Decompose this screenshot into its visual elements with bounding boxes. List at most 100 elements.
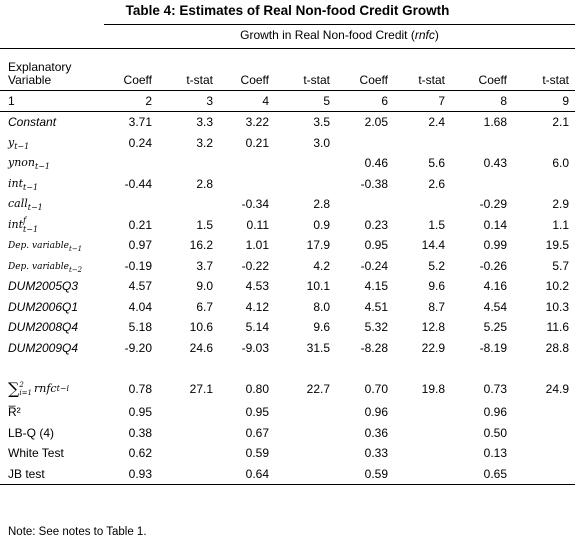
variable-label: ynont−1 — [0, 153, 104, 174]
table-cell: 0.95 — [245, 405, 269, 420]
spacer-cell — [451, 358, 513, 375]
variable-subscript: t−1 — [69, 245, 83, 254]
table-cell — [158, 402, 219, 423]
table-cell: -0.29 — [479, 197, 507, 212]
table-row: Constant 3.71 3.3 3.22 3.5 2.05 2.4 1.68 2.1 — [0, 112, 575, 133]
table-cell: 31.5 — [306, 340, 330, 355]
table-cell — [513, 423, 575, 444]
table-cell: 4.51 — [364, 299, 388, 314]
table-cell — [275, 153, 336, 174]
table-cell — [336, 133, 394, 154]
stat-label: JB test — [0, 463, 104, 485]
table-cell: 2.1 — [552, 115, 569, 130]
dependent-close: ) — [434, 28, 439, 42]
table-cell: -0.38 — [360, 176, 388, 191]
column-index: 2 — [104, 90, 158, 112]
sum-subscript: t−i — [56, 384, 70, 393]
column-index: 9 — [513, 90, 575, 112]
dependent-abbr: rnfc — [414, 28, 435, 42]
table-cell: 10.6 — [189, 320, 213, 335]
table-cell — [513, 443, 575, 464]
table-cell: 22.7 — [306, 381, 330, 396]
table-cell: 2.8 — [196, 176, 213, 191]
stat-row: R̅² 0.95 0.95 0.96 0.96 — [0, 402, 575, 423]
table-cell: 0.23 — [364, 217, 388, 232]
explanatory-variable-header: Explanatory Variable — [0, 48, 104, 91]
variable-subscript: t−1 — [23, 182, 39, 192]
table-cell: 27.1 — [189, 381, 213, 396]
variable-label: Dep. variablet−2 — [0, 256, 104, 277]
table-cell: 0.36 — [364, 425, 388, 440]
dependent-header-text: Growth in Real Non-food Credit ( — [240, 28, 415, 42]
table-cell: 2.05 — [364, 115, 388, 130]
variable-label: Constant — [0, 112, 104, 133]
table-cell: 0.73 — [483, 381, 507, 396]
table-row: DUM2008Q4 5.18 10.6 5.14 9.6 5.32 12.8 5.25 11.6 — [0, 317, 575, 338]
table-cell: 0.64 — [219, 463, 275, 485]
table-cell — [104, 194, 158, 215]
column-index: 8 — [451, 90, 513, 112]
table-cell: -0.26 — [479, 258, 507, 273]
spacer-cell — [513, 358, 575, 375]
table-cell: -0.34 — [241, 197, 269, 212]
variable-base: call — [8, 197, 28, 211]
table-cell: 5.18 — [128, 320, 152, 335]
table-cell: 5.25 — [483, 320, 507, 335]
table-cell: -0.19 — [124, 258, 152, 273]
table-cell: 0.70 — [364, 381, 388, 396]
column-header: Coeff — [451, 48, 513, 91]
table-cell: 8.7 — [428, 299, 445, 314]
stat-row: JB test 0.93 0.64 0.59 0.65 — [0, 463, 575, 485]
table-cell: 0.43 — [483, 156, 507, 171]
variable-name: int f t−1 — [8, 216, 39, 234]
sigma-symbol: ∑ — [8, 379, 20, 398]
table-cell — [451, 133, 513, 154]
table-note: Note: See notes to Table 1. — [8, 526, 147, 538]
table-row: callt−1 -0.34 2.8 -0.29 2.9 — [0, 194, 575, 215]
table-cell — [513, 402, 575, 423]
variable-subscript: t−1 — [23, 224, 39, 234]
table-cell: 17.9 — [306, 238, 330, 253]
table-cell: -9.20 — [124, 340, 152, 355]
spacer-cell — [219, 358, 275, 375]
column-index: 4 — [219, 90, 275, 112]
table-row: intt−1 -0.44 2.8 -0.38 2.6 — [0, 174, 575, 195]
table-cell: 1.1 — [552, 217, 569, 232]
table-cell: 16.2 — [189, 238, 213, 253]
table-cell: -8.28 — [360, 340, 388, 355]
stat-row: LB-Q (4) 0.38 0.67 0.36 0.50 — [0, 423, 575, 444]
table-cell — [275, 423, 336, 444]
variable-label: callt−1 — [0, 194, 104, 215]
variable-label: int f t−1 — [0, 215, 104, 236]
column-header: Coeff — [219, 48, 275, 91]
table-cell: 24.9 — [545, 381, 569, 396]
table-cell: 0.38 — [128, 425, 152, 440]
table-cell — [451, 174, 513, 195]
table-cell: 5.32 — [364, 320, 388, 335]
spacer-row — [0, 358, 575, 375]
stat-label: R̅² — [8, 405, 21, 420]
sum-lower-limit: i=1 — [19, 388, 32, 397]
table-cell — [394, 423, 451, 444]
table-cell — [104, 153, 158, 174]
table-cell: 2.4 — [428, 115, 445, 130]
stat-row: White Test 0.62 0.59 0.33 0.13 — [0, 443, 575, 464]
column-header: t-stat — [513, 48, 575, 91]
variable-label: Dep. variablet−1 — [0, 235, 104, 256]
table-cell: 0.80 — [245, 381, 269, 396]
table-cell: 0.96 — [364, 405, 388, 420]
table-cell: -0.22 — [241, 258, 269, 273]
table-cell: 9.6 — [428, 279, 445, 294]
table-cell: 0.96 — [483, 405, 507, 420]
table-row: ynont−1 0.46 5.6 0.43 6.0 — [0, 153, 575, 174]
table-cell: 0.59 — [245, 446, 269, 461]
table-cell: 4.16 — [483, 279, 507, 294]
variable-base: ynon — [8, 156, 36, 170]
table-cell: 1.5 — [428, 217, 445, 232]
table-cell: 9.6 — [313, 320, 330, 335]
sum-expression: ∑ 2 i=1 rnfc t−i — [8, 379, 69, 398]
table-cell — [275, 463, 336, 485]
variable-name: callt−1 — [8, 197, 43, 212]
variable-name: Dep. variablet−2 — [8, 262, 82, 274]
table-cell: 0.46 — [364, 156, 388, 171]
